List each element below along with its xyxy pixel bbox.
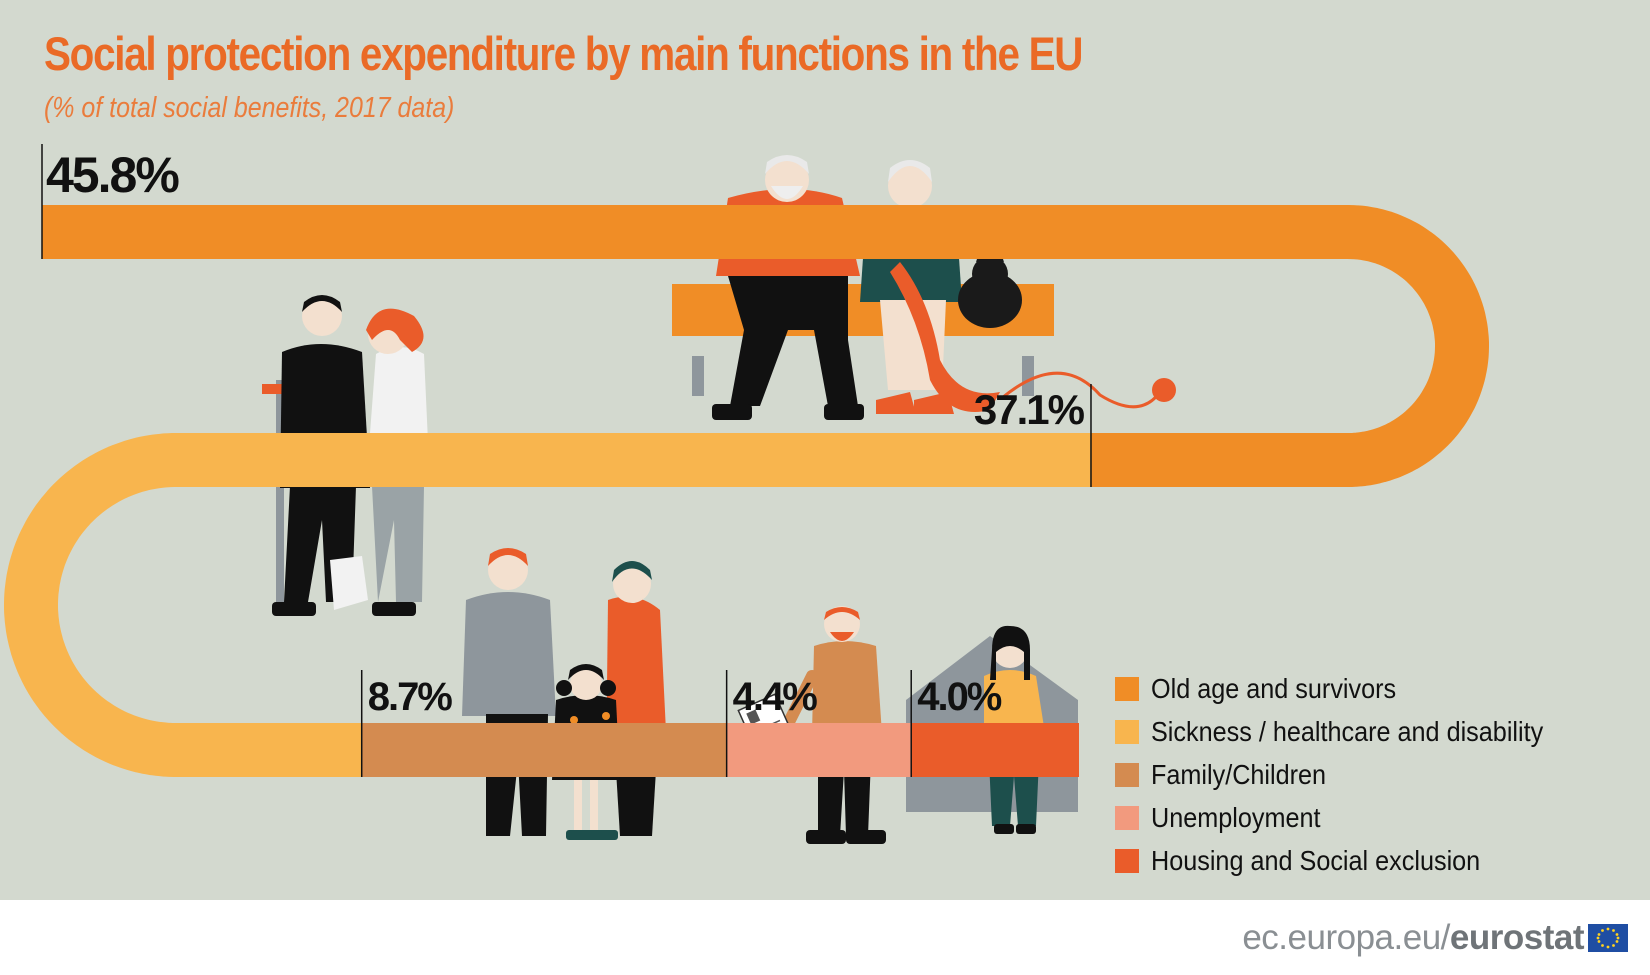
pct-label-unemployment: 4.4% — [733, 675, 818, 719]
legend-swatch-sickness — [1115, 719, 1139, 744]
legend-item-sickness: Sickness / healthcare and disability — [1115, 710, 1587, 753]
legend-item-housing: Housing and Social exclusion — [1115, 839, 1587, 882]
pct-label-housing: 4.0% — [917, 675, 1002, 719]
legend-label-housing: Housing and Social exclusion — [1151, 844, 1481, 876]
legend-label-unemployment: Unemployment — [1151, 801, 1321, 833]
family-with-child-icon — [462, 548, 668, 840]
serpentine-chart: 45.8% 37.1% 8.7% 4.4% 4.0% — [4, 144, 1489, 844]
chart-subtitle: (% of total social benefits, 2017 data) — [44, 92, 455, 124]
pct-label-sickness: 37.1% — [974, 386, 1085, 433]
footer-domain: ec.europa.eu/ — [1242, 918, 1450, 957]
legend-swatch-housing — [1115, 848, 1139, 873]
legend-item-old-age: Old age and survivors — [1115, 667, 1587, 710]
pct-label-old-age: 45.8% — [46, 147, 179, 203]
percentage-labels: 45.8% 37.1% 8.7% 4.4% 4.0% — [46, 147, 1087, 719]
band-segment-sickness — [4, 433, 1114, 777]
legend-label-sickness: Sickness / healthcare and disability — [1151, 715, 1544, 747]
legend-item-unemployment: Unemployment — [1115, 796, 1587, 839]
legend-swatch-old-age — [1115, 676, 1139, 701]
footer-credit: ec.europa.eu/eurostat — [1242, 918, 1628, 958]
legend-swatch-unemployment — [1115, 805, 1139, 830]
legend-swatch-family — [1115, 762, 1139, 787]
segment-markers — [41, 144, 1092, 777]
legend-label-old-age: Old age and survivors — [1151, 672, 1397, 704]
band-segments — [4, 205, 1489, 777]
elderly-couple-on-bench-icon — [672, 155, 1176, 420]
chart-title: Social protection expenditure by main fu… — [44, 27, 1083, 80]
footer-brand: eurostat — [1449, 918, 1585, 957]
legend-label-family: Family/Children — [1151, 758, 1327, 790]
legend-item-family: Family/Children — [1115, 753, 1587, 796]
band-segment-old-age — [19, 205, 1489, 487]
legend: Old age and survivors Sickness / healthc… — [1115, 667, 1587, 882]
pct-label-family: 8.7% — [368, 675, 453, 719]
eu-flag-icon — [1588, 924, 1628, 952]
